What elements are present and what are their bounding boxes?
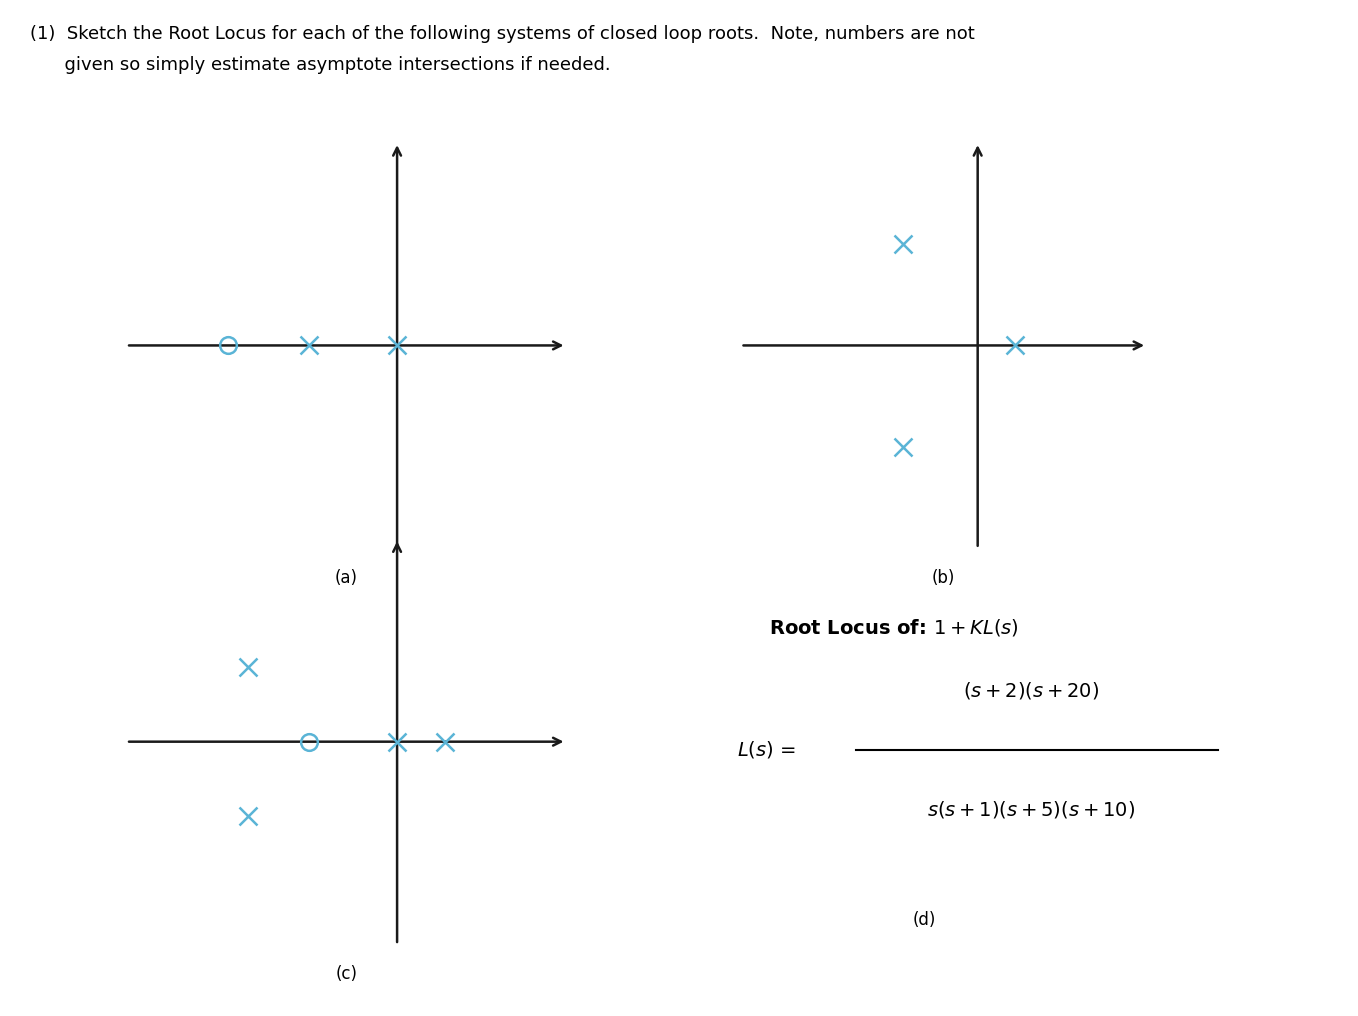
- Text: given so simply estimate asymptote intersections if needed.: given so simply estimate asymptote inter…: [30, 56, 611, 74]
- Text: (b): (b): [932, 569, 956, 587]
- Text: $s(s + 1)(s + 5)(s + 10)$: $s(s + 1)(s + 5)(s + 10)$: [928, 799, 1135, 820]
- Text: $(s + 2)(s + 20)$: $(s + 2)(s + 20)$: [963, 680, 1099, 701]
- Text: (d): (d): [913, 910, 937, 929]
- Text: Root Locus of: $1 + KL(s)$: Root Locus of: $1 + KL(s)$: [769, 618, 1018, 638]
- Text: $L(s)$ =: $L(s)$ =: [737, 740, 796, 760]
- Text: (c): (c): [335, 965, 357, 983]
- Text: (a): (a): [335, 569, 357, 587]
- Text: (1)  Sketch the Root Locus for each of the following systems of closed loop root: (1) Sketch the Root Locus for each of th…: [30, 25, 975, 44]
